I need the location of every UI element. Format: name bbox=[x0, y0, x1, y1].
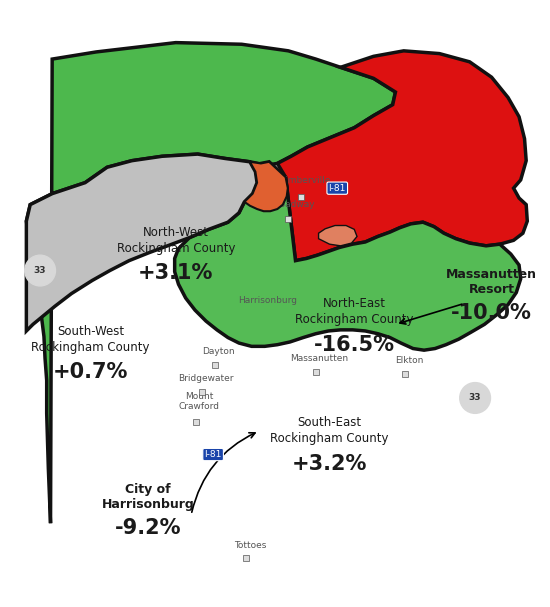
Text: -10.0%: -10.0% bbox=[451, 304, 532, 324]
Text: North-West
Rockingham County: North-West Rockingham County bbox=[117, 226, 235, 255]
Text: I-81: I-81 bbox=[328, 184, 346, 192]
Text: Broadway: Broadway bbox=[270, 200, 315, 209]
Text: Elkton: Elkton bbox=[395, 356, 424, 365]
Text: Harrisonburg: Harrisonburg bbox=[239, 296, 298, 305]
Text: South-East
Rockingham County: South-East Rockingham County bbox=[270, 416, 389, 446]
Text: Tottoes: Tottoes bbox=[234, 541, 266, 549]
Polygon shape bbox=[175, 162, 521, 350]
Polygon shape bbox=[244, 162, 288, 211]
Circle shape bbox=[25, 255, 56, 286]
Text: North-East
Rockingham County: North-East Rockingham County bbox=[295, 297, 414, 326]
Text: I-81: I-81 bbox=[205, 450, 222, 459]
Polygon shape bbox=[318, 226, 357, 246]
Text: Massanutten: Massanutten bbox=[290, 354, 349, 363]
Polygon shape bbox=[277, 51, 527, 260]
Text: -16.5%: -16.5% bbox=[314, 334, 395, 354]
Text: 33: 33 bbox=[469, 393, 481, 402]
Text: Mount
Crawford: Mount Crawford bbox=[178, 392, 219, 410]
Text: Massanutten
Resort: Massanutten Resort bbox=[446, 268, 537, 296]
Text: +0.7%: +0.7% bbox=[53, 362, 128, 382]
Polygon shape bbox=[26, 154, 257, 331]
Text: City of
Harrisonburg: City of Harrisonburg bbox=[102, 483, 195, 511]
Text: South-West
Rockingham County: South-West Rockingham County bbox=[31, 325, 150, 354]
Text: Bridgewater: Bridgewater bbox=[178, 374, 233, 383]
Text: Timberville: Timberville bbox=[279, 177, 330, 185]
Circle shape bbox=[460, 382, 491, 413]
Text: +3.1%: +3.1% bbox=[138, 263, 213, 283]
Polygon shape bbox=[26, 42, 395, 523]
Text: 33: 33 bbox=[34, 266, 46, 275]
Text: Dayton: Dayton bbox=[202, 347, 235, 356]
Text: +3.2%: +3.2% bbox=[292, 454, 367, 474]
Text: -9.2%: -9.2% bbox=[115, 518, 182, 538]
